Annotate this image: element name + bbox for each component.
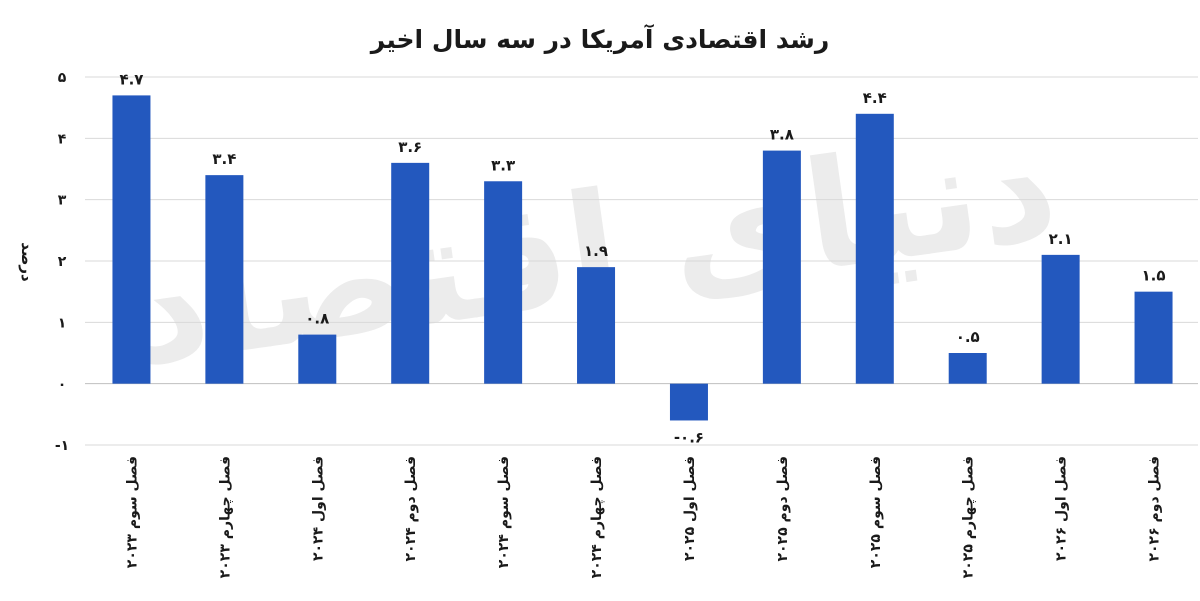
bars — [112, 95, 1173, 421]
data-label: -۰.۶ — [674, 428, 704, 446]
y-axis-label: درصد — [18, 242, 36, 282]
x-tick-label: فصل اول ۲۰۲۴ — [310, 456, 326, 561]
y-tick-label: ۵ — [58, 70, 67, 86]
y-tick-label: ۳ — [58, 193, 67, 209]
x-tick-label: فصل اول ۲۰۲۵ — [682, 456, 698, 561]
x-tick-label: فصل دوم ۲۰۲۴ — [403, 456, 419, 562]
x-tick-label: فصل دوم ۲۰۲۶ — [1147, 456, 1163, 562]
data-label: ۳.۶ — [398, 138, 422, 156]
bar — [1134, 291, 1173, 384]
x-axis-ticks: فصل سوم ۲۰۲۳ فصل چهارم ۲۰۲۳ فصل اول ۲۰۲۴ فص… — [124, 456, 1162, 578]
bar — [1041, 254, 1080, 384]
data-label: ۰.۸ — [305, 310, 329, 328]
data-label: ۳.۸ — [770, 126, 794, 144]
x-tick-label: فصل اول ۲۰۲۶ — [1054, 456, 1070, 561]
y-axis-ticks: -۱ ۰ ۱ ۲ ۳ ۴ ۵ — [55, 70, 69, 454]
y-tick-label: -۱ — [55, 438, 69, 454]
x-tick-label: فصل سوم ۲۰۲۴ — [496, 456, 512, 568]
x-tick-label: فصل چهارم ۲۰۲۴ — [589, 456, 605, 578]
x-tick-label: فصل چهارم ۲۰۲۵ — [961, 456, 977, 578]
data-label: ۴.۴ — [863, 89, 887, 107]
x-tick-label: فصل دوم ۲۰۲۵ — [775, 456, 791, 562]
data-label: ۰.۵ — [956, 328, 980, 346]
x-tick-label: فصل سوم ۲۰۲۳ — [124, 456, 140, 568]
x-tick-label: فصل سوم ۲۰۲۵ — [868, 456, 884, 568]
grid-lines — [85, 76, 1198, 446]
bar — [948, 353, 987, 384]
y-tick-label: ۲ — [58, 254, 67, 270]
data-label: ۱.۵ — [1142, 267, 1166, 285]
y-tick-label: ۰ — [58, 377, 67, 393]
data-labels: ۴.۷ ۳.۴ ۰.۸ ۳.۶ ۳.۳ ۱.۹ -۰.۶ ۳.۸ ۴.۴ ۰.۵ ۲.۱ ۱.۵ — [119, 70, 1165, 446]
data-label: ۱.۹ — [584, 242, 608, 260]
x-tick-label: فصل چهارم ۲۰۲۳ — [217, 456, 233, 578]
bar — [762, 150, 801, 384]
bar — [669, 383, 708, 421]
bar — [484, 181, 523, 384]
data-label: ۲.۱ — [1049, 230, 1073, 248]
data-label: ۴.۷ — [119, 70, 143, 88]
bar — [391, 162, 430, 384]
y-tick-label: ۱ — [58, 315, 67, 331]
data-label: ۳.۳ — [491, 156, 515, 174]
bar — [577, 267, 616, 384]
chart-title: رشد اقتصادی آمریکا در سه سال اخیر — [369, 24, 829, 55]
bar — [112, 95, 151, 384]
data-label: ۳.۴ — [212, 150, 236, 168]
bar — [298, 334, 337, 384]
y-tick-label: ۴ — [58, 131, 67, 147]
bar — [205, 175, 244, 384]
bar — [855, 113, 894, 384]
